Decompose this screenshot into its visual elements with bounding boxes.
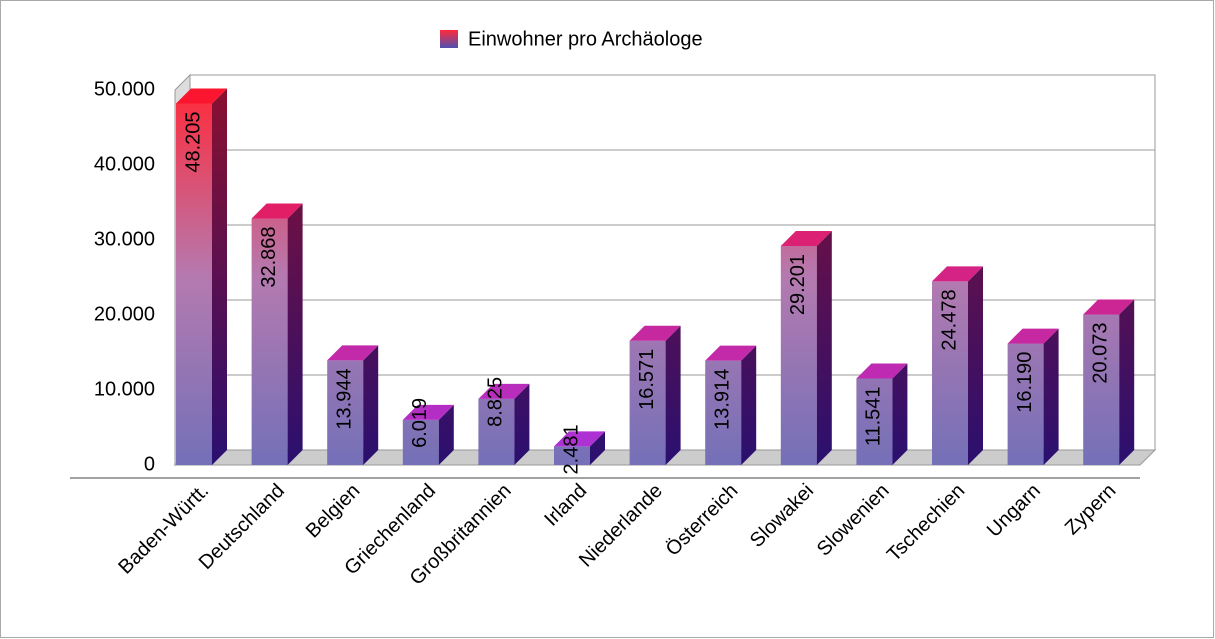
value-label: 6.019 xyxy=(409,398,431,448)
value-label: 24.478 xyxy=(938,289,960,350)
value-label: 16.571 xyxy=(636,349,658,410)
value-label: 48.205 xyxy=(182,111,204,172)
bar xyxy=(402,404,454,465)
x-tick-label: Slowakei xyxy=(746,480,818,552)
value-label: 20.073 xyxy=(1089,322,1111,383)
bar xyxy=(554,431,605,465)
x-tick-label: Tschechien xyxy=(883,480,969,566)
legend-label: Einwohner pro Archäologe xyxy=(468,28,703,50)
y-tick-label: 30.000 xyxy=(94,228,155,250)
legend-swatch xyxy=(440,30,458,48)
value-label: 32.868 xyxy=(258,226,280,287)
x-tick-label: Ungarn xyxy=(983,480,1045,542)
bar xyxy=(629,325,681,465)
bar xyxy=(856,363,908,465)
value-label: 16.190 xyxy=(1014,352,1036,413)
bar xyxy=(478,383,530,465)
x-tick-label: Belgien xyxy=(302,480,365,543)
bar xyxy=(932,266,983,465)
bar xyxy=(1083,299,1135,465)
bar xyxy=(251,203,303,466)
value-label: 13.914 xyxy=(711,369,733,430)
bar xyxy=(327,345,379,465)
x-tick-label: Österreich xyxy=(662,480,743,561)
y-tick-label: 0 xyxy=(144,453,155,475)
y-tick-label: 40.000 xyxy=(94,153,155,175)
bar xyxy=(705,345,757,465)
y-tick-label: 10.000 xyxy=(94,378,155,400)
bar xyxy=(780,230,832,465)
x-tick-label: Zypern xyxy=(1061,480,1121,540)
y-tick-label: 20.000 xyxy=(94,303,155,325)
value-label: 2.481 xyxy=(560,424,582,474)
value-label: 29.201 xyxy=(787,254,809,315)
y-tick-label: 50.000 xyxy=(94,78,155,100)
value-label: 13.944 xyxy=(333,368,355,429)
value-label: 8.825 xyxy=(485,377,507,427)
plot-walls xyxy=(70,73,1157,479)
x-tick-label: Irland xyxy=(540,480,591,531)
value-label: 11.541 xyxy=(863,386,885,446)
bar xyxy=(1007,328,1059,465)
bar xyxy=(176,88,227,466)
x-tick-label: Slowenien xyxy=(813,480,894,561)
x-tick-label: Baden-Württ. xyxy=(114,480,213,579)
